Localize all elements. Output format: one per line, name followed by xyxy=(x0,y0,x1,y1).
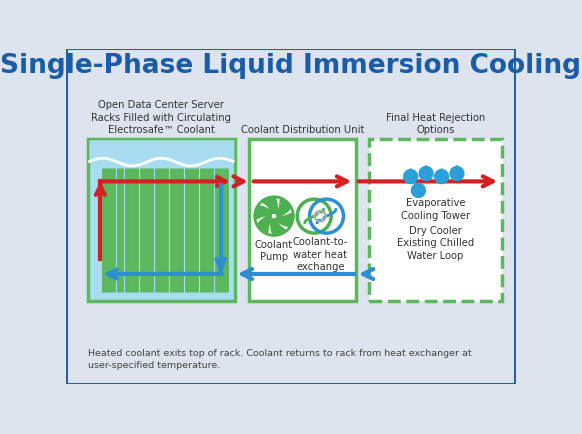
Circle shape xyxy=(272,215,275,218)
Polygon shape xyxy=(452,165,462,174)
Polygon shape xyxy=(413,182,424,191)
Text: Heated coolant exits top of rack. Coolant returns to rack from heat exchanger at: Heated coolant exits top of rack. Coolan… xyxy=(88,349,471,369)
Circle shape xyxy=(450,167,464,181)
Text: Evaporative
Cooling Tower: Evaporative Cooling Tower xyxy=(401,198,470,220)
Circle shape xyxy=(271,214,277,220)
Text: Existing Chilled
Water Loop: Existing Chilled Water Loop xyxy=(397,238,474,260)
Circle shape xyxy=(310,200,343,233)
Text: Coolant
Pump: Coolant Pump xyxy=(255,239,293,261)
Text: Coolant-to-
water heat
exchange: Coolant-to- water heat exchange xyxy=(293,237,348,271)
Text: Coolant Distribution Unit: Coolant Distribution Unit xyxy=(241,125,364,135)
Circle shape xyxy=(254,197,294,237)
Circle shape xyxy=(404,170,418,184)
Text: Final Heat Rejection
Options: Final Heat Rejection Options xyxy=(386,113,485,135)
Text: Single-Phase Liquid Immersion Cooling: Single-Phase Liquid Immersion Cooling xyxy=(1,53,581,79)
Text: Open Data Center Server
Racks Filled with Circulating
Electrosafe™ Coolant: Open Data Center Server Racks Filled wit… xyxy=(91,100,231,135)
FancyBboxPatch shape xyxy=(249,140,356,301)
FancyBboxPatch shape xyxy=(369,140,502,301)
FancyBboxPatch shape xyxy=(88,140,235,301)
Text: Dry Cooler: Dry Cooler xyxy=(409,226,462,236)
Circle shape xyxy=(435,170,449,184)
Circle shape xyxy=(419,167,433,181)
Circle shape xyxy=(318,214,322,219)
Polygon shape xyxy=(406,168,416,177)
Circle shape xyxy=(297,200,331,233)
Circle shape xyxy=(411,184,425,198)
Polygon shape xyxy=(421,165,431,174)
Polygon shape xyxy=(436,168,447,177)
